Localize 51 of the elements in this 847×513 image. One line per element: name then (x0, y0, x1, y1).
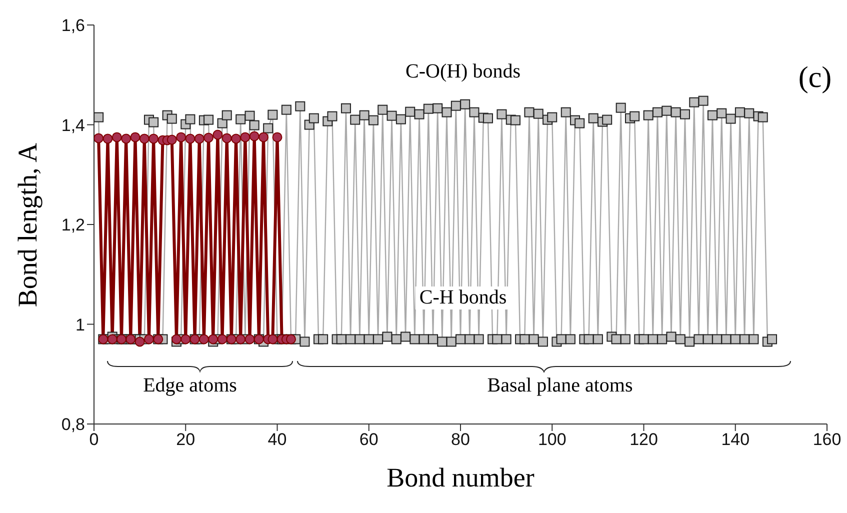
y-tick-label: 1 (76, 315, 85, 334)
point (107, 334, 118, 344)
point (134, 336, 145, 347)
point (112, 132, 122, 142)
y-tick-label: 1,4 (61, 116, 85, 135)
point (180, 334, 191, 344)
x-tick-label: 140 (721, 430, 750, 450)
x-axis-title: Bond number (386, 462, 536, 494)
x-tick-label: 20 (176, 430, 196, 450)
point (249, 131, 260, 142)
point (236, 334, 246, 344)
point (208, 334, 218, 344)
point (176, 132, 186, 142)
y-tick-label: 1,6 (61, 16, 85, 36)
y-tick-label: 0,8 (61, 415, 85, 434)
point (185, 134, 196, 144)
point (94, 133, 104, 144)
point (244, 334, 255, 344)
point (212, 130, 223, 140)
point (204, 132, 214, 143)
point (198, 334, 209, 344)
point (231, 134, 242, 144)
annotation: C-H bonds (415, 286, 511, 310)
annotation: Edge atoms (143, 374, 237, 398)
point (194, 134, 204, 144)
point (148, 134, 159, 144)
x-tick-label: 40 (268, 430, 287, 450)
y-axis-title: Bond length, A (12, 142, 44, 307)
point (217, 334, 228, 344)
point (139, 134, 150, 144)
point (171, 334, 182, 344)
point (268, 334, 278, 344)
point (240, 132, 250, 142)
x-tick-label: 100 (538, 430, 566, 450)
point (144, 334, 154, 344)
y-tick-label: 1,2 (61, 216, 85, 235)
x-tick-label: 60 (359, 430, 378, 450)
point (130, 132, 140, 142)
point (102, 134, 113, 144)
annotation: C-O(H) bonds (406, 60, 520, 84)
x-tick-label: 120 (630, 430, 658, 450)
annotation: Basal plane atoms (487, 374, 633, 398)
point (166, 134, 177, 145)
point (258, 132, 269, 142)
annotation: (c) (798, 61, 832, 95)
x-tick-label: 80 (451, 430, 470, 450)
point (272, 132, 282, 142)
point (222, 133, 232, 144)
point (121, 134, 132, 144)
x-tick-label: 0 (89, 430, 99, 450)
x-tick-label: 160 (812, 430, 842, 450)
